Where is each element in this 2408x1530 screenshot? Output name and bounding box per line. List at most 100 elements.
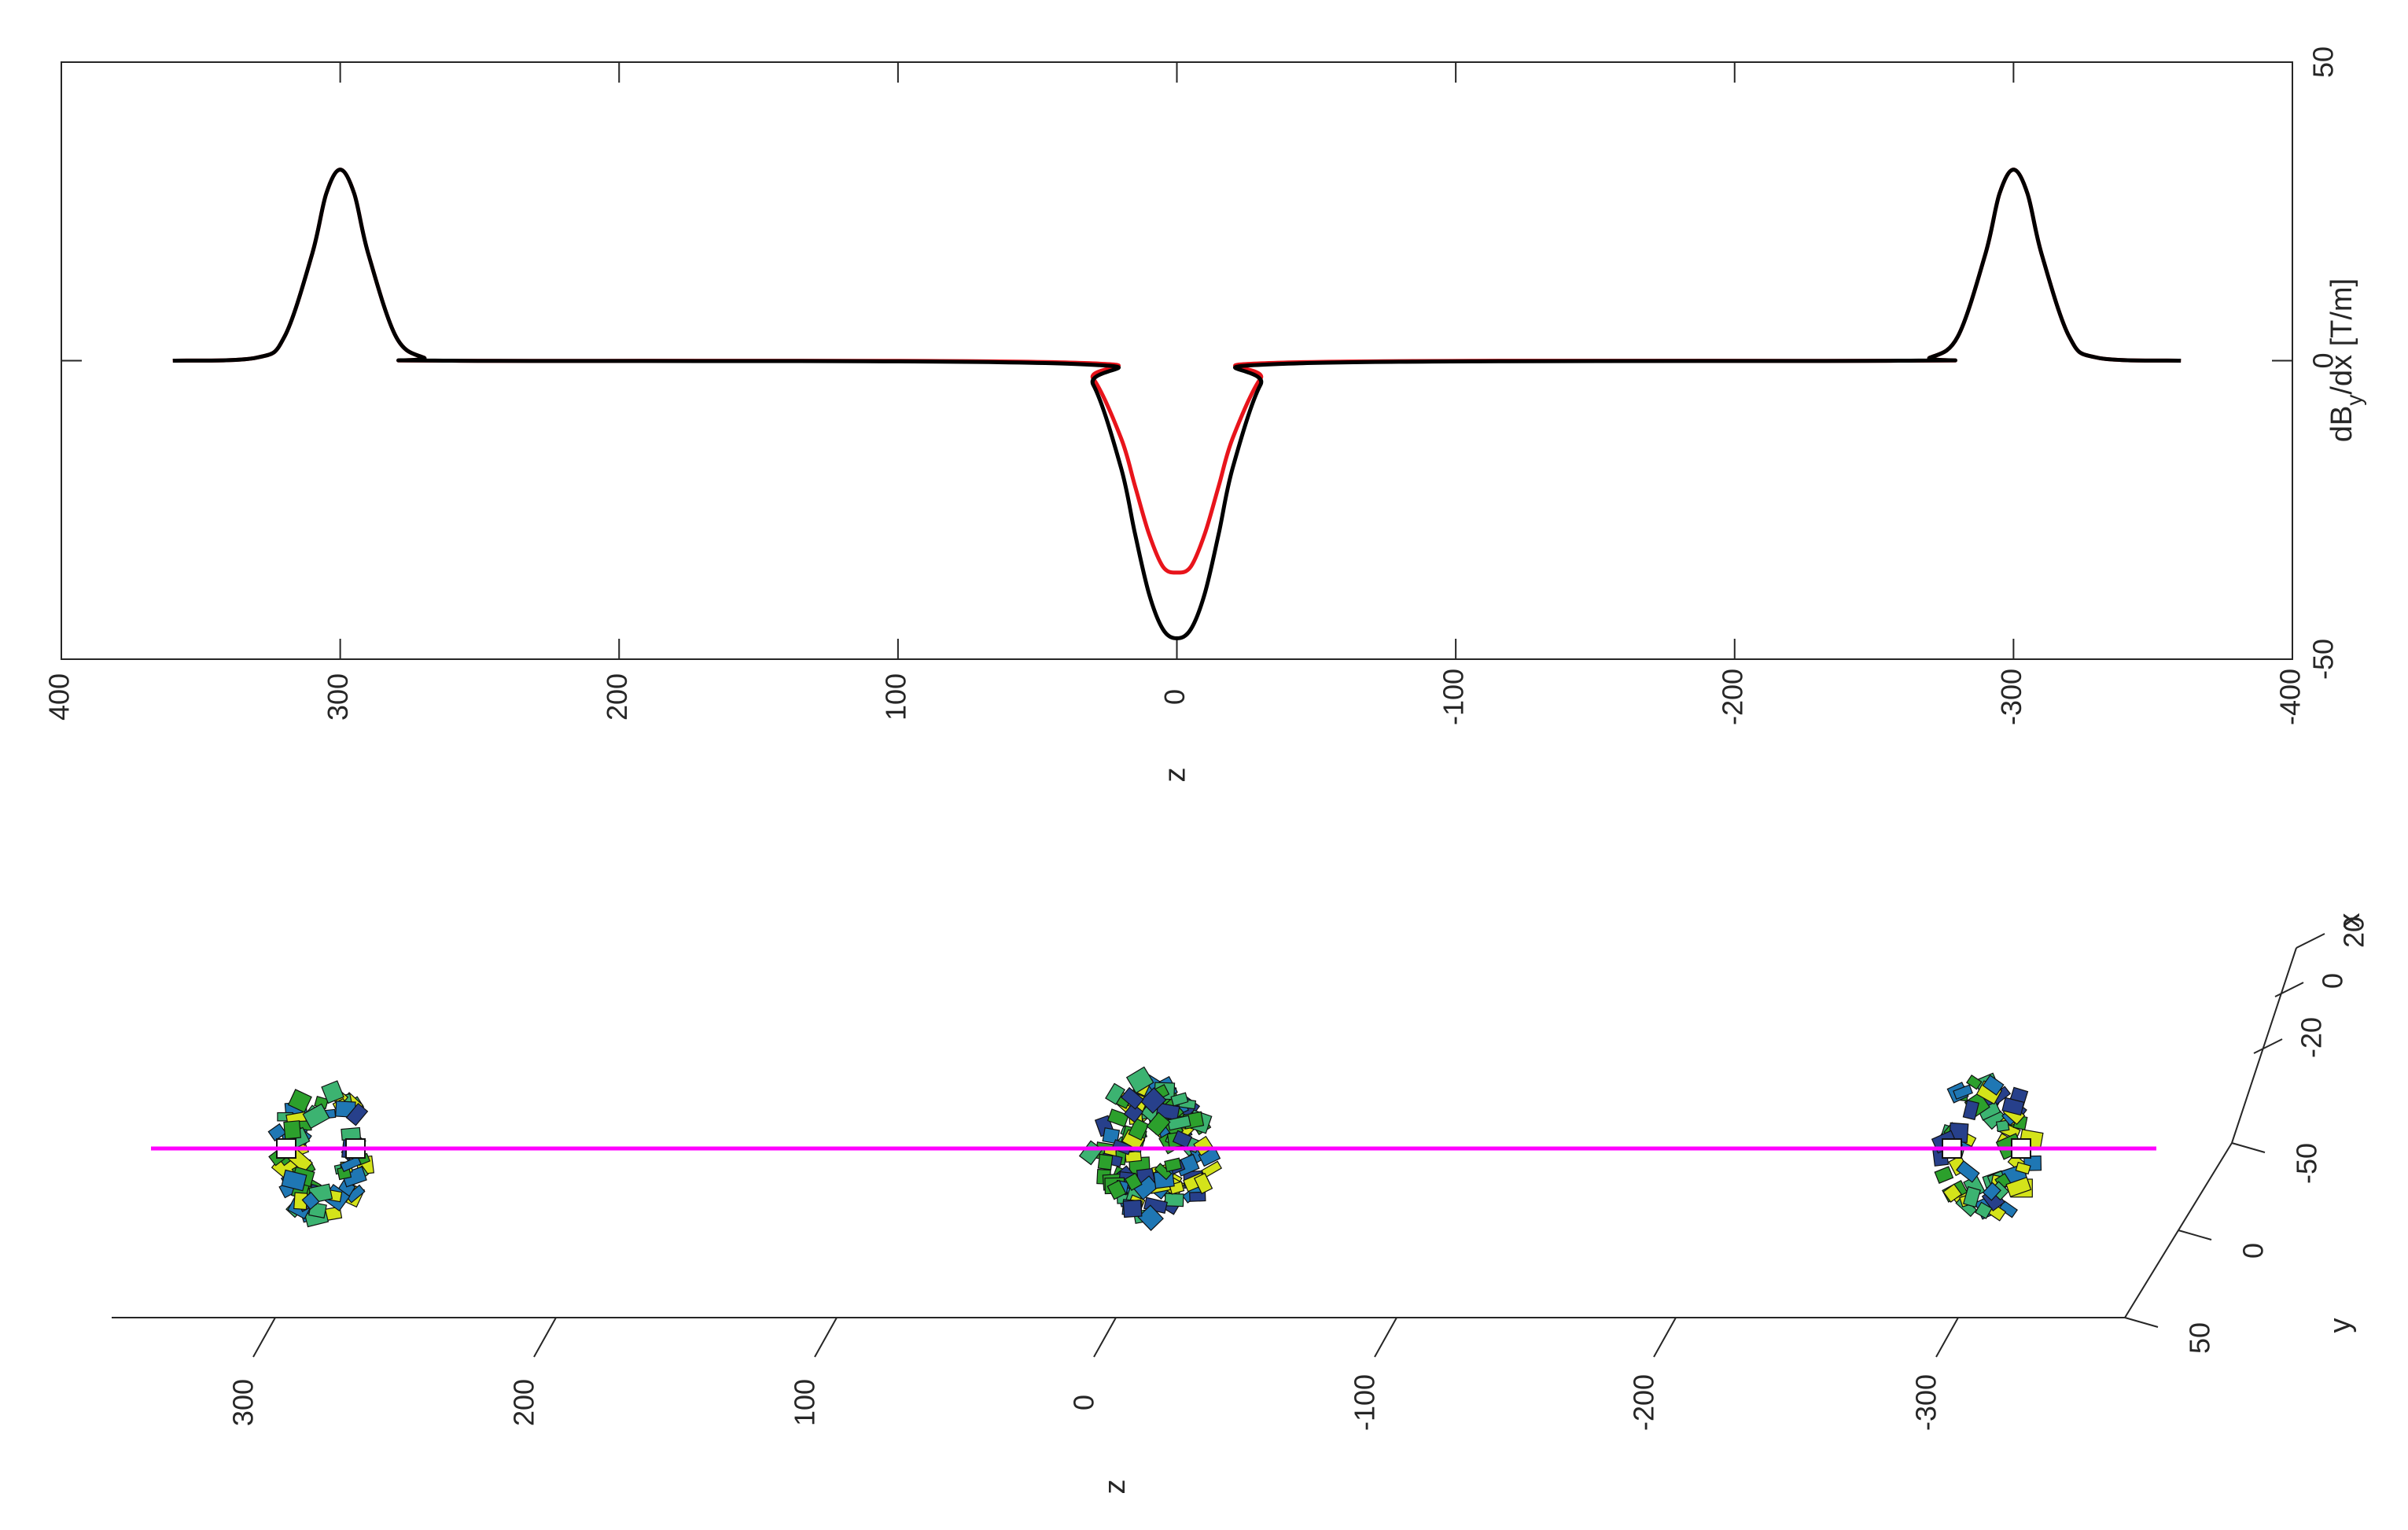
x-tick bbox=[2274, 982, 2304, 997]
y-tick-label: 0 bbox=[2237, 1243, 2270, 1259]
x-tick-label: -20 bbox=[2296, 1017, 2328, 1058]
magnet-block bbox=[341, 1126, 362, 1141]
z-tick bbox=[1653, 1317, 1677, 1358]
y-tick-label: 50 bbox=[2184, 1322, 2216, 1354]
magnet-assemblies bbox=[267, 1066, 2044, 1231]
magnet-block bbox=[1097, 1153, 1114, 1171]
z-axis-label: z bbox=[1099, 1480, 1132, 1495]
x-tick-label: 300 bbox=[322, 673, 354, 721]
x-axis-label: z bbox=[1159, 768, 1192, 783]
magnet-block bbox=[281, 1169, 307, 1192]
magnet-block bbox=[2001, 1097, 2025, 1116]
magnet-block bbox=[1934, 1166, 1954, 1184]
magnet-block bbox=[1140, 1087, 1167, 1114]
tick-marks bbox=[61, 61, 2293, 660]
y-tick bbox=[2124, 1317, 2159, 1328]
x-tick-labels: 400 300 200 100 0 -100 -200 -300 -400 bbox=[43, 669, 2307, 725]
x-axis-label: x bbox=[2333, 913, 2366, 928]
y-tick-label: 50 bbox=[2307, 46, 2340, 78]
y-tick bbox=[2231, 1142, 2266, 1153]
magnet-block bbox=[1956, 1160, 1980, 1183]
y-axis-label: y bbox=[2324, 1318, 2357, 1333]
x-tick-label: -200 bbox=[1716, 669, 1748, 725]
magnet-block bbox=[1146, 1112, 1171, 1137]
magnet-block bbox=[1189, 1191, 1206, 1202]
3d-axes bbox=[112, 933, 2325, 1358]
magnet-block bbox=[1124, 1172, 1143, 1191]
x-tick-label: -300 bbox=[1995, 669, 2027, 725]
magnet-block bbox=[1167, 1115, 1191, 1131]
magnet-block bbox=[1137, 1204, 1164, 1231]
magnet-block bbox=[1975, 1201, 1993, 1219]
magnet-block bbox=[1962, 1099, 1979, 1121]
z-tick-label: 100 bbox=[789, 1379, 821, 1426]
ylabel-rest: /dx [T/m] bbox=[2325, 278, 2358, 395]
magnet-block bbox=[1962, 1185, 1981, 1208]
series-line-1 bbox=[172, 168, 2182, 575]
magnet-block bbox=[1965, 1074, 1983, 1090]
series-lines bbox=[172, 168, 2182, 640]
z-tick bbox=[1374, 1317, 1397, 1358]
magnet-block bbox=[1164, 1157, 1182, 1173]
x-tick bbox=[2253, 1038, 2283, 1054]
magnet-assembly bbox=[267, 1080, 375, 1228]
magnet-block bbox=[2015, 1161, 2031, 1175]
magnet-block bbox=[1120, 1086, 1144, 1110]
magnet-block bbox=[1106, 1179, 1127, 1200]
magnet-block bbox=[1172, 1130, 1193, 1148]
magnet-block bbox=[302, 1103, 330, 1130]
z-tick bbox=[1935, 1317, 1959, 1358]
magnet-block bbox=[283, 1120, 302, 1140]
magnet-block bbox=[1982, 1182, 2001, 1201]
z-tick-label: 0 bbox=[1068, 1395, 1100, 1410]
z-tick-label: 200 bbox=[508, 1379, 540, 1426]
magnet-block bbox=[301, 1191, 320, 1211]
x-tick-label: 20 bbox=[2338, 916, 2370, 948]
x-tick-label: 0 bbox=[2317, 973, 2349, 989]
x-axis-line bbox=[2231, 947, 2297, 1144]
x-tick-label: 100 bbox=[879, 673, 911, 721]
magnet-block bbox=[1122, 1199, 1143, 1218]
y-axis-label: dBy/dx [T/m] bbox=[2325, 278, 2366, 442]
y-tick-label: 0 bbox=[2307, 352, 2340, 368]
x-tick-label: 0 bbox=[1158, 689, 1191, 705]
magnet-block bbox=[1106, 1108, 1129, 1128]
z-tick bbox=[1093, 1317, 1117, 1358]
magnet-block bbox=[1123, 1102, 1144, 1123]
x-tick bbox=[2296, 933, 2325, 949]
magnet-assembly bbox=[1078, 1066, 1223, 1231]
y-tick bbox=[2178, 1230, 2212, 1241]
magnet-block bbox=[1128, 1118, 1150, 1141]
x-tick-label: -400 bbox=[2274, 669, 2307, 725]
magnet-block bbox=[1942, 1183, 1963, 1203]
magnet-block bbox=[2005, 1176, 2032, 1197]
z-tick-label: -200 bbox=[1628, 1374, 1660, 1431]
y-tick-label: -50 bbox=[2307, 639, 2340, 680]
ylabel-subscript: y bbox=[2342, 395, 2366, 406]
x-tick-label: 200 bbox=[601, 673, 633, 721]
magnet-block bbox=[287, 1089, 312, 1113]
magnet-block bbox=[1105, 1082, 1126, 1105]
magnet-block bbox=[1995, 1119, 2010, 1133]
gradient-plot: 400 300 200 100 0 -100 -200 -300 -400 -50 0 50 z d… bbox=[43, 46, 2366, 783]
magnet-block bbox=[1133, 1175, 1159, 1200]
magnet-assembly bbox=[1931, 1072, 2044, 1222]
magnet-block bbox=[1170, 1092, 1189, 1107]
z-tick-label: 300 bbox=[227, 1379, 260, 1426]
x-tick-label: -100 bbox=[1438, 669, 1470, 725]
plot-frame bbox=[61, 61, 2293, 660]
magnet-block bbox=[1125, 1066, 1154, 1094]
z-tick bbox=[533, 1317, 557, 1358]
magnet-block bbox=[1164, 1193, 1184, 1207]
magnet-block bbox=[345, 1102, 369, 1126]
y-tick-labels: -50 0 50 bbox=[2307, 46, 2340, 680]
magnet-block bbox=[1953, 1084, 1973, 1100]
magnet-block bbox=[267, 1123, 287, 1142]
z-tick bbox=[252, 1317, 276, 1358]
z-tick-label: -300 bbox=[1910, 1374, 1942, 1431]
magnet-block bbox=[1982, 1075, 2005, 1096]
magnet-block bbox=[321, 1080, 344, 1104]
